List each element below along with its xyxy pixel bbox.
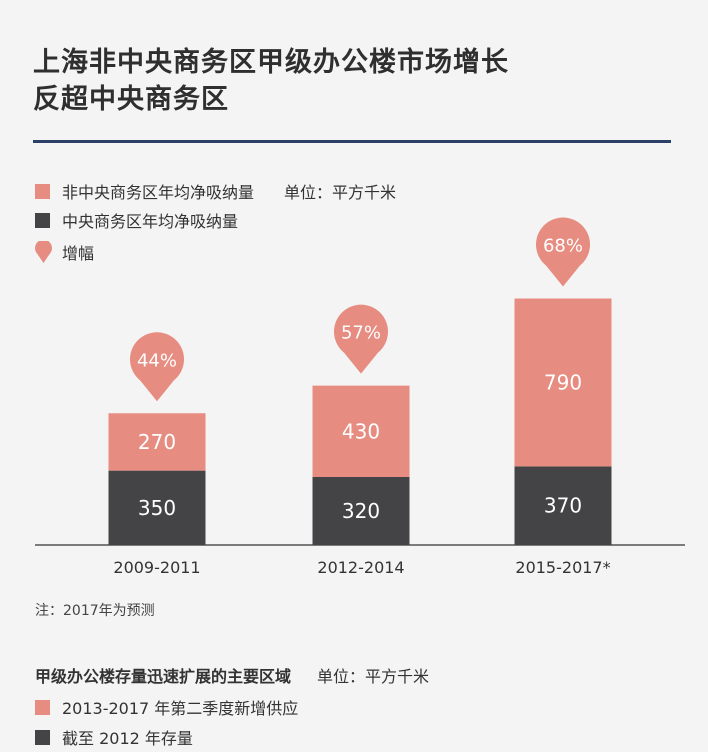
growth-label: 68% [543,236,583,257]
section2-legend-item-stock: 截至 2012 年存量 [35,725,193,749]
bar-non-cbd [514,298,612,467]
section2-legend-item-new-supply: 2013-2017 年第二季度新增供应 [35,695,298,719]
chart-title: 上海非中央商务区甲级办公楼市场增长 反超中央商务区 [33,44,673,118]
legend-item-non-cbd: 非中央商务区年均净吸纳量 单位：平方千米 [35,179,396,203]
legend-label-non-cbd: 非中央商务区年均净吸纳量 [62,183,255,202]
legend-item-cbd: 中央商务区年均净吸纳量 [35,208,238,232]
legend-label-growth: 增幅 [62,244,95,263]
location-pin-icon [35,241,52,263]
salmon-swatch-icon [35,699,50,715]
bar-value-cbd: 350 [138,496,176,520]
growth-label: 44% [137,350,177,371]
salmon-swatch-icon [35,183,50,199]
bar-value-non-cbd: 790 [544,370,582,394]
bar-value-cbd: 320 [342,499,380,523]
growth-pin-marker [334,304,388,374]
dark-swatch-icon [35,729,50,745]
bar-value-cbd: 370 [544,494,582,518]
bar-non-cbd [108,413,206,471]
dark-swatch-icon [35,212,50,228]
title-divider [33,140,671,143]
title-line-1: 上海非中央商务区甲级办公楼市场增长 [33,47,509,78]
section2-title: 甲级办公楼存量迅速扩展的主要区域 [35,667,292,686]
growth-label: 57% [341,323,381,344]
footnote: 注：2017年为预测 [35,603,155,619]
section2-legend-label-new-supply: 2013-2017 年第二季度新增供应 [62,699,299,718]
legend-label-cbd: 中央商务区年均净吸纳量 [62,212,239,231]
growth-pin-marker [130,332,184,402]
section2-heading: 甲级办公楼存量迅速扩展的主要区域 单位：平方千米 [35,663,429,687]
bar-value-non-cbd: 270 [138,430,176,454]
section2-legend-label-stock: 截至 2012 年存量 [62,729,193,748]
x-tick-label: 2012-2014 [317,558,404,577]
unit-label: 单位：平方千米 [284,183,397,202]
growth-pin-marker [536,217,591,287]
bar-cbd [108,470,206,545]
bar-non-cbd [312,385,410,477]
legend-item-growth: 增幅 [35,240,94,264]
bar-value-non-cbd: 430 [342,419,380,443]
title-line-2: 反超中央商务区 [33,84,229,115]
x-tick-label: 2015-2017* [515,558,610,577]
bar-cbd [514,466,612,545]
x-tick-label: 2009-2011 [113,558,200,577]
section2-unit: 单位：平方千米 [317,667,430,686]
bar-cbd [312,477,410,545]
